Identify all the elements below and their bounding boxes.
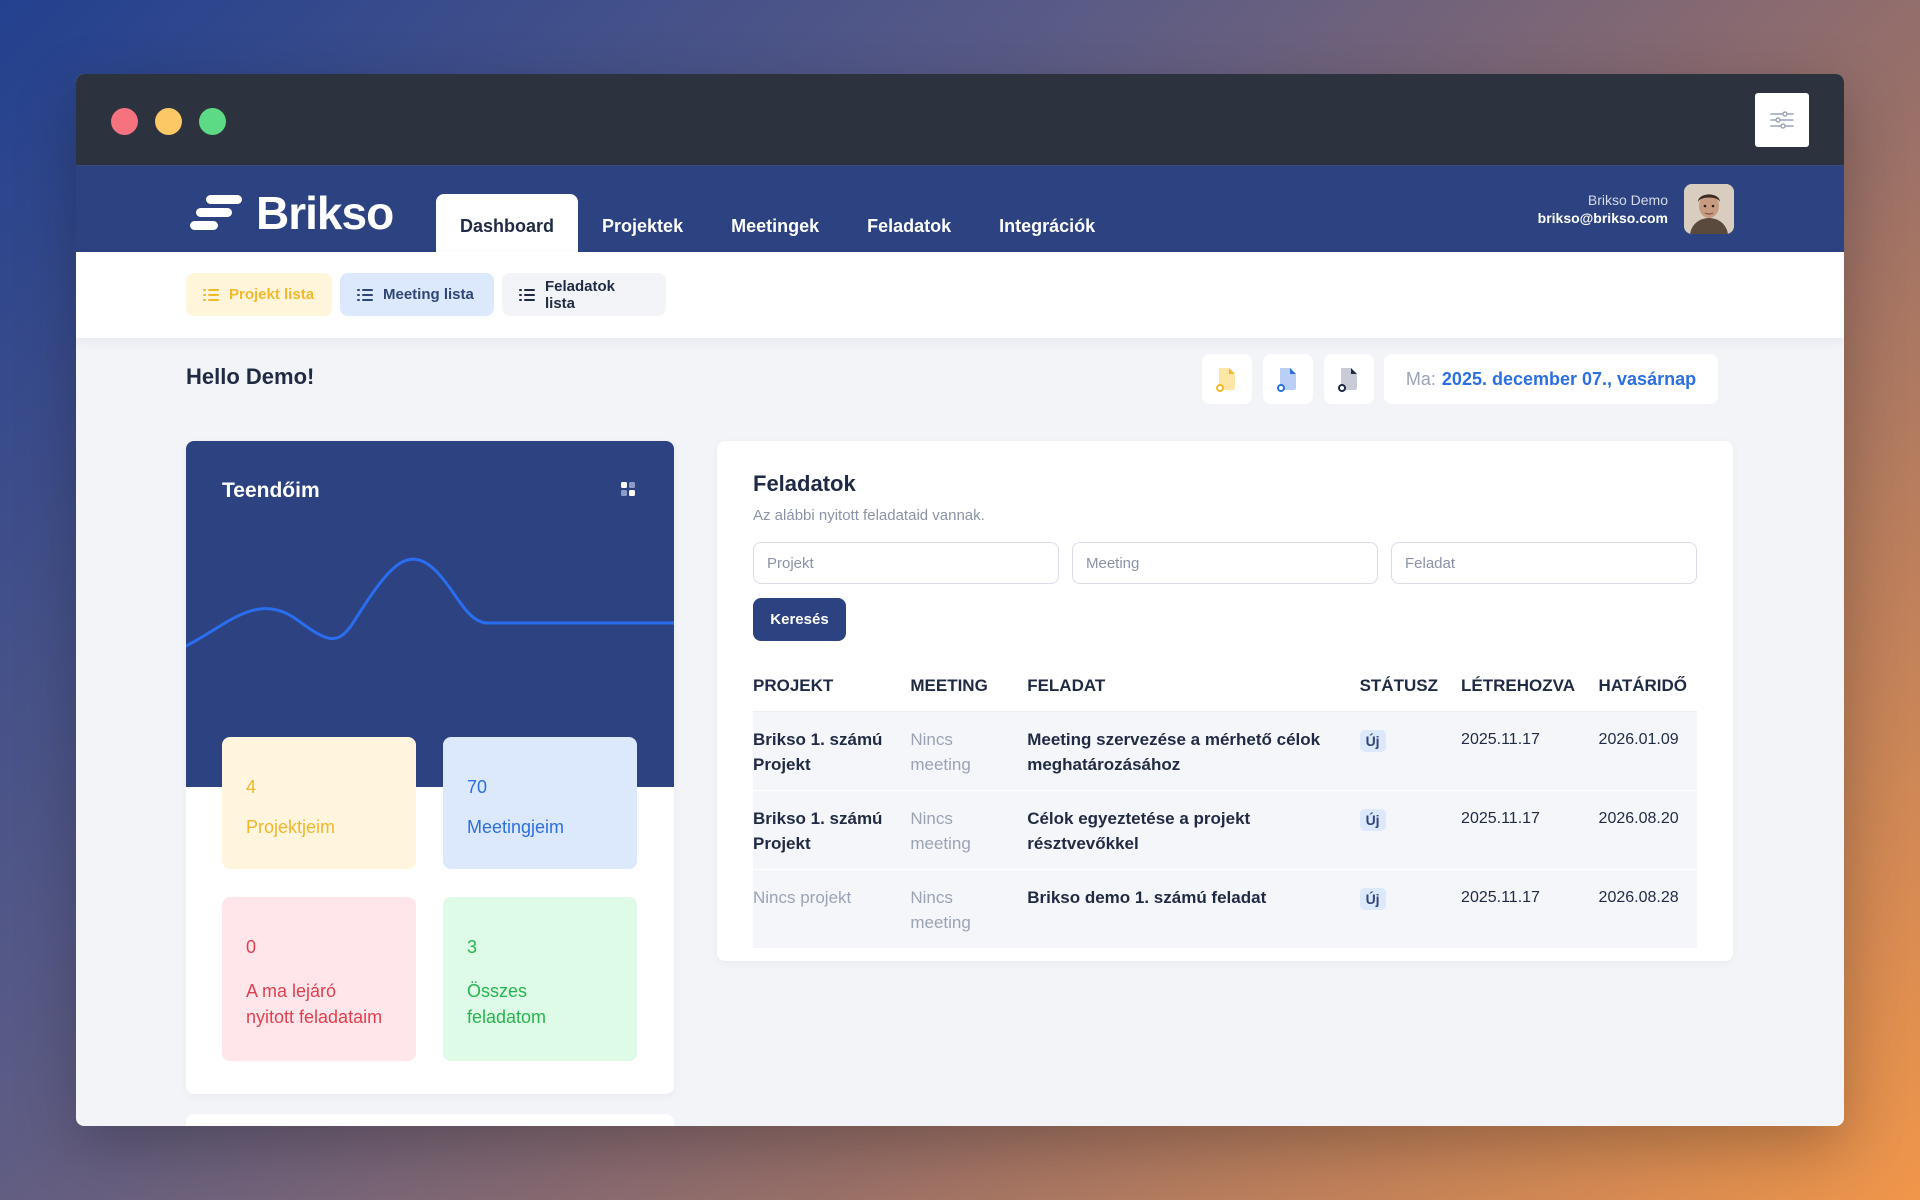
cell-meeting: Nincs meeting bbox=[910, 789, 1028, 869]
column-header-meeting[interactable]: MEETING bbox=[910, 661, 1028, 712]
cell-status: Új bbox=[1359, 711, 1462, 790]
status-badge: Új bbox=[1359, 887, 1386, 910]
task-file-icon[interactable] bbox=[1324, 354, 1374, 404]
tab-projektek[interactable]: Projektek bbox=[602, 215, 684, 236]
table-row[interactable]: Nincs projekt Nincs meeting Brikso demo … bbox=[753, 868, 1697, 948]
cell-project: Nincs projekt bbox=[753, 868, 911, 948]
minimize-window-button[interactable] bbox=[155, 108, 182, 135]
status-badge: Új bbox=[1359, 729, 1386, 752]
tasks-card: Feladatok Az alábbi nyitott feladataid v… bbox=[717, 441, 1733, 961]
app-window: Brikso Dashboard Projektek Meetingek Fel… bbox=[76, 74, 1844, 1126]
list-icon bbox=[357, 288, 373, 302]
main-navbar: Brikso Dashboard Projektek Meetingek Fel… bbox=[76, 166, 1844, 252]
project-list-label: Projekt lista bbox=[229, 286, 315, 303]
stat-all-tasks[interactable]: 3 Összes feladatom bbox=[443, 897, 637, 1061]
table-row[interactable]: Brikso 1. számú Projekt Nincs meeting Cé… bbox=[753, 789, 1697, 869]
brikso-logo[interactable]: Brikso bbox=[190, 186, 394, 240]
table-row[interactable]: Brikso 1. számú Projekt Nincs meeting Me… bbox=[753, 711, 1697, 790]
meeting-list-button[interactable]: Meeting lista bbox=[340, 273, 494, 316]
todos-trend-line bbox=[186, 557, 674, 648]
user-email: brikso@brikso.com bbox=[1537, 210, 1668, 226]
table-header-row: PROJEKT MEETING FELADAT STÁTUSZ LÉTREHOZ… bbox=[753, 661, 1697, 712]
brand-name: Brikso bbox=[256, 187, 394, 239]
avatar[interactable] bbox=[1684, 184, 1734, 234]
stat-label: A ma lejáró nyitott feladataim bbox=[246, 981, 383, 1027]
project-list-button[interactable]: Projekt lista bbox=[186, 273, 332, 316]
stat-value: 70 bbox=[467, 777, 488, 797]
tab-dashboard[interactable]: Dashboard bbox=[436, 194, 579, 252]
cell-created: 2025.11.17 bbox=[1461, 868, 1599, 948]
stat-due-today[interactable]: 0 A ma lejáró nyitott feladataim bbox=[222, 897, 416, 1061]
cell-task[interactable]: Célok egyeztetése a projekt résztvevőkke… bbox=[1027, 789, 1360, 869]
stat-label: Meetingjeim bbox=[467, 817, 565, 837]
tasks-table: PROJEKT MEETING FELADAT STÁTUSZ LÉTREHOZ… bbox=[753, 661, 1697, 948]
tab-meetingek[interactable]: Meetingek bbox=[731, 215, 820, 236]
user-info: Brikso Demo brikso@brikso.com bbox=[1538, 192, 1668, 226]
meeting-file-icon[interactable] bbox=[1263, 354, 1313, 404]
tasks-subtitle: Az alábbi nyitott feladataid vannak. bbox=[753, 507, 985, 524]
logo-mark-icon bbox=[190, 193, 242, 233]
cell-project[interactable]: Brikso 1. számú Projekt bbox=[753, 711, 911, 790]
column-header-task[interactable]: FELADAT bbox=[1027, 661, 1360, 712]
maximize-window-button[interactable] bbox=[199, 108, 226, 135]
cell-due: 2026.01.09 bbox=[1598, 711, 1697, 790]
project-file-icon[interactable] bbox=[1202, 354, 1252, 404]
user-menu[interactable]: Brikso Demo brikso@brikso.com bbox=[1538, 184, 1734, 234]
stat-meetings[interactable]: 70 Meetingjeim bbox=[443, 737, 637, 869]
cell-meeting: Nincs meeting bbox=[910, 868, 1028, 948]
task-filter-input[interactable] bbox=[1391, 542, 1697, 584]
cell-due: 2026.08.28 bbox=[1598, 868, 1697, 948]
task-list-label: Feladatok lista bbox=[545, 277, 616, 312]
cell-status: Új bbox=[1359, 868, 1462, 948]
cell-meeting: Nincs meeting bbox=[910, 711, 1028, 790]
sub-navbar: Projekt lista Meeting lista Feladatok li… bbox=[76, 252, 1844, 338]
today-date: Ma: 2025. december 07., vasárnap bbox=[1384, 354, 1718, 404]
column-header-project[interactable]: PROJEKT bbox=[753, 661, 911, 712]
stat-label: Projektjeim bbox=[246, 817, 336, 837]
date-value: 2025. december 07., vasárnap bbox=[1441, 368, 1697, 389]
stat-projects[interactable]: 4 Projektjeim bbox=[222, 737, 416, 869]
task-list-button[interactable]: Feladatok lista bbox=[502, 273, 666, 316]
todos-title: Teendőim bbox=[222, 479, 320, 502]
todos-header-panel: Teendőim bbox=[186, 441, 674, 787]
status-badge: Új bbox=[1359, 808, 1386, 831]
todos-card: Teendőim 4 Projektjeim 70 Meetingjeim 0 … bbox=[186, 441, 674, 1094]
meeting-filter-input[interactable] bbox=[1072, 542, 1378, 584]
cell-task[interactable]: Brikso demo 1. számú feladat bbox=[1027, 868, 1360, 948]
search-button[interactable]: Keresés bbox=[753, 598, 846, 641]
tab-integraciok[interactable]: Integrációk bbox=[999, 215, 1096, 236]
stat-label: Összes feladatom bbox=[467, 981, 547, 1027]
grid-menu-icon[interactable] bbox=[620, 481, 636, 497]
cell-project[interactable]: Brikso 1. számú Projekt bbox=[753, 789, 911, 869]
next-card-edge bbox=[186, 1114, 674, 1126]
date-label: Ma: bbox=[1405, 368, 1436, 389]
cell-due: 2026.08.20 bbox=[1598, 789, 1697, 869]
stat-value: 0 bbox=[246, 937, 257, 957]
cell-task[interactable]: Meeting szervezése a mérhető célok megha… bbox=[1027, 711, 1360, 790]
window-titlebar bbox=[76, 74, 1844, 166]
cell-status: Új bbox=[1359, 789, 1462, 869]
user-name: Brikso Demo bbox=[1587, 192, 1668, 208]
tasks-title: Feladatok bbox=[753, 471, 856, 496]
list-icon bbox=[203, 288, 219, 302]
tab-feladatok[interactable]: Feladatok bbox=[867, 215, 952, 236]
main-tabs: Dashboard Projektek Meetingek Feladatok … bbox=[436, 194, 1119, 252]
list-icon bbox=[519, 288, 535, 302]
column-header-created[interactable]: LÉTREHOZVA bbox=[1461, 661, 1599, 712]
stat-value: 3 bbox=[467, 937, 478, 957]
close-window-button[interactable] bbox=[111, 108, 138, 135]
cell-created: 2025.11.17 bbox=[1461, 711, 1599, 790]
cell-created: 2025.11.17 bbox=[1461, 789, 1599, 869]
sliders-icon[interactable] bbox=[1755, 93, 1809, 147]
stat-value: 4 bbox=[246, 777, 257, 797]
project-filter-input[interactable] bbox=[753, 542, 1059, 584]
greeting: Hello Demo! bbox=[186, 364, 315, 389]
meeting-list-label: Meeting lista bbox=[383, 286, 474, 303]
column-header-status[interactable]: STÁTUSZ bbox=[1359, 661, 1462, 712]
column-header-due[interactable]: HATÁRIDŐ bbox=[1598, 661, 1697, 712]
